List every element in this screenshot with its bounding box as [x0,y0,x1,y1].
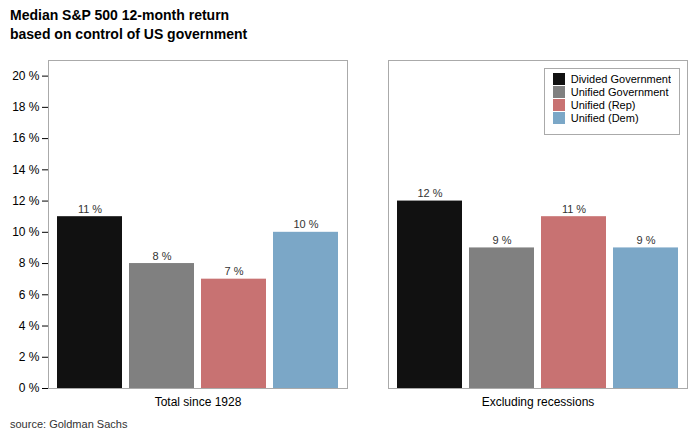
svg-text:12 %: 12 % [417,187,442,199]
svg-text:10 %: 10 % [12,225,40,239]
svg-text:20 %: 20 % [12,69,40,83]
html-text:Unified (Dem): Unified (Dem) [570,111,639,124]
html-text:source: Goldman Sachs: source: Goldman Sachs [10,417,128,430]
svg-text:7 %: 7 % [225,265,244,277]
svg-text:8 %: 8 % [19,256,40,270]
svg-text:10 %: 10 % [293,218,318,230]
svg-text:2 %: 2 % [19,350,40,364]
html-text:Unified Government: Unified Government [570,85,669,98]
svg-text:16 %: 16 % [12,131,40,145]
svg-text:11 %: 11 % [562,202,586,214]
svg-text:Excluding recessions: Excluding recessions [482,395,595,409]
svg-text:Total since 1928: Total since 1928 [155,395,242,409]
svg-text:0 %: 0 % [19,381,40,395]
svg-text:14 %: 14 % [12,162,40,176]
svg-text:4 %: 4 % [19,319,40,333]
svg-text:9 %: 9 % [493,234,512,246]
svg-text:18 %: 18 % [12,100,40,114]
svg-text:12 %: 12 % [12,194,40,208]
html-text:Unified (Rep): Unified (Rep) [570,98,636,111]
html-text:Median S&P 500 12-month return: Median S&P 500 12-month return based on … [10,7,248,42]
svg-text:11 %: 11 % [78,202,102,214]
svg-text:6 %: 6 % [19,287,40,301]
svg-text:9 %: 9 % [637,234,656,246]
html-text:Divided Government: Divided Government [570,72,671,85]
svg-text:8 %: 8 % [153,249,172,261]
